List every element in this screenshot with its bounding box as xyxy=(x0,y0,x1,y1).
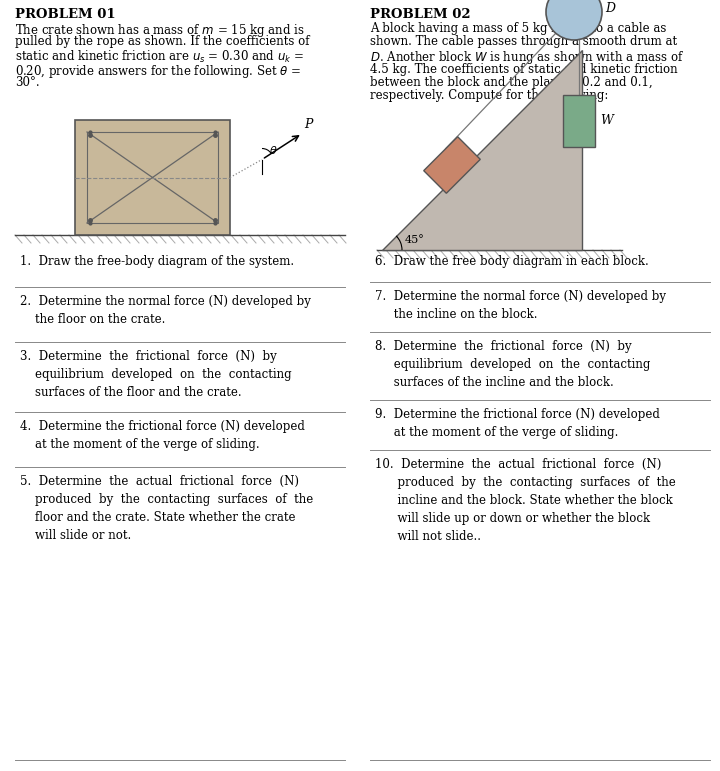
Text: 1.  Draw the free-body diagram of the system.: 1. Draw the free-body diagram of the sys… xyxy=(20,255,294,268)
Text: 2.  Determine the normal force (N) developed by
    the floor on the crate.: 2. Determine the normal force (N) develo… xyxy=(20,295,311,326)
Text: 10.  Determine  the  actual  frictional  force  (N)
      produced  by  the  con: 10. Determine the actual frictional forc… xyxy=(375,458,676,543)
Text: PROBLEM 02: PROBLEM 02 xyxy=(370,8,471,21)
Text: 0.20, provide answers for the following. Set $\theta$ =: 0.20, provide answers for the following.… xyxy=(15,62,301,79)
Polygon shape xyxy=(423,136,480,194)
Text: 7.  Determine the normal force (N) developed by
     the incline on the block.: 7. Determine the normal force (N) develo… xyxy=(375,290,666,321)
Text: 6.  Draw the free body diagram in each block.: 6. Draw the free body diagram in each bl… xyxy=(375,255,649,268)
Text: PROBLEM 01: PROBLEM 01 xyxy=(15,8,116,21)
Text: static and kinetic friction are $u_s$ = 0.30 and $u_k$ =: static and kinetic friction are $u_s$ = … xyxy=(15,49,304,65)
Bar xyxy=(75,120,230,235)
Text: W: W xyxy=(600,115,613,127)
Bar xyxy=(563,95,595,147)
Text: shown. The cable passes through a smooth drum at: shown. The cable passes through a smooth… xyxy=(370,35,677,49)
Text: 30°.: 30°. xyxy=(15,76,40,89)
Text: 45°: 45° xyxy=(405,235,425,245)
Text: between the block and the plane is 0.2 and 0.1,: between the block and the plane is 0.2 a… xyxy=(370,76,652,89)
Text: 8.  Determine  the  frictional  force  (N)  by
     equilibrium  developed  on  : 8. Determine the frictional force (N) by… xyxy=(375,340,650,389)
Text: The crate shown has a mass of $m$ = 15 kg and is: The crate shown has a mass of $m$ = 15 k… xyxy=(15,22,305,39)
Text: pulled by the rope as shown. If the coefficients of: pulled by the rope as shown. If the coef… xyxy=(15,35,310,49)
Text: 4.5 kg. The coefficients of static and kinetic friction: 4.5 kg. The coefficients of static and k… xyxy=(370,62,678,76)
Text: D: D xyxy=(605,2,615,15)
Text: A block having a mass of 5 kg is tied to a cable as: A block having a mass of 5 kg is tied to… xyxy=(370,22,667,35)
Text: 9.  Determine the frictional force (N) developed
     at the moment of the verge: 9. Determine the frictional force (N) de… xyxy=(375,408,660,439)
Text: $\theta$: $\theta$ xyxy=(269,144,278,157)
Text: 5.  Determine  the  actual  frictional  force  (N)
    produced  by  the  contac: 5. Determine the actual frictional force… xyxy=(20,475,313,542)
Text: 4.  Determine the frictional force (N) developed
    at the moment of the verge : 4. Determine the frictional force (N) de… xyxy=(20,420,305,451)
Text: 3.  Determine  the  frictional  force  (N)  by
    equilibrium  developed  on  t: 3. Determine the frictional force (N) by… xyxy=(20,350,292,399)
Circle shape xyxy=(546,0,602,40)
Bar xyxy=(87,132,218,223)
Text: P: P xyxy=(305,119,312,131)
Text: $D$. Another block $W$ is hung as shown with a mass of: $D$. Another block $W$ is hung as shown … xyxy=(370,49,684,66)
Text: respectively. Compute for the following:: respectively. Compute for the following: xyxy=(370,89,608,103)
Polygon shape xyxy=(382,50,582,250)
